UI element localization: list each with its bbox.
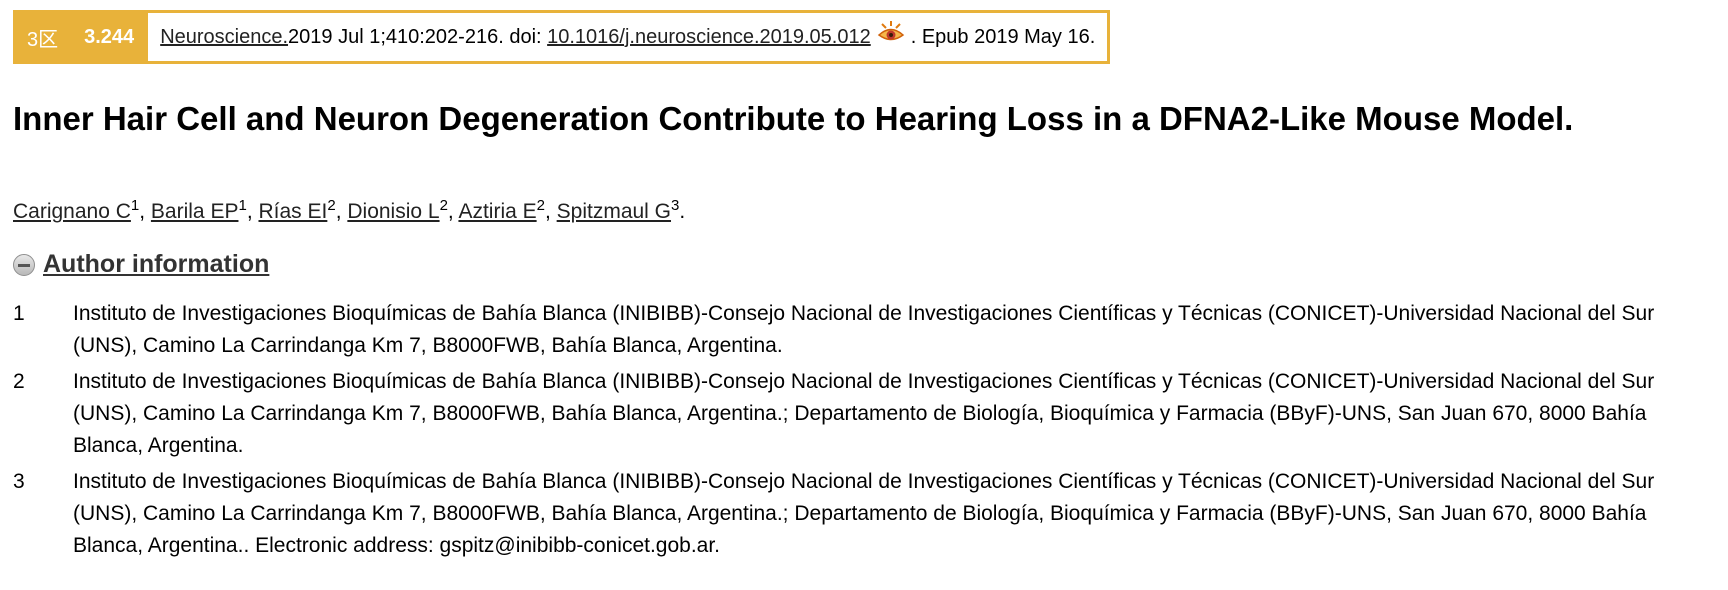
article-title: Inner Hair Cell and Neuron Degeneration … [13,100,1574,137]
affiliation-text: Instituto de Investigaciones Bioquímicas… [73,302,1655,357]
author-affiliation-sup: 2 [536,197,545,214]
author-link[interactable]: Dionisio L [347,200,440,223]
citation-date-volume: 2019 Jul 1;410:202-216. doi: [288,25,548,48]
author-list: Carignano C1, Barila EP1, Rías EI2, Dion… [13,197,686,223]
author-affiliation-sup: 2 [439,197,448,214]
epub-date: . Epub 2019 May 16. [910,25,1096,48]
author-information-label[interactable]: Author information [43,250,270,278]
journal-rank-badge: 3区 3.244 [13,10,149,64]
minus-icon[interactable] [13,253,35,276]
affiliation-number: 1 [13,302,25,325]
author-link[interactable]: Carignano C [13,200,131,223]
affiliation-number: 2 [13,370,25,393]
affiliation-list: 1 Instituto de Investigaciones Bioquímic… [13,298,1713,566]
citation-bar: 3区 3.244 Neuroscience. 2019 Jul 1;410:20… [13,10,1111,64]
eye-icon[interactable] [877,20,905,46]
affiliation-item: 3 Instituto de Investigaciones Bioquímic… [13,466,1713,562]
affiliation-number: 3 [13,470,25,493]
author-affiliation-sup: 1 [238,197,247,214]
author-link[interactable]: Aztiria E [458,200,537,223]
affiliation-text: Instituto de Investigaciones Bioquímicas… [73,370,1655,457]
author-affiliation-sup: 2 [327,197,336,214]
impact-factor: 3.244 [84,25,135,48]
citation-box: Neuroscience. 2019 Jul 1;410:202-216. do… [148,10,1111,64]
affiliation-item: 2 Instituto de Investigaciones Bioquímic… [13,366,1713,462]
author-link[interactable]: Rías EI [258,200,328,223]
affiliation-item: 1 Instituto de Investigaciones Bioquímic… [13,298,1713,362]
author-information-toggle[interactable]: Author information [13,250,269,279]
author-link[interactable]: Barila EP [150,200,239,223]
journal-link[interactable]: Neuroscience. [160,25,289,48]
doi-link[interactable]: 10.1016/j.neuroscience.2019.05.012 [547,25,871,48]
author-link[interactable]: Spitzmaul G [556,200,672,223]
journal-zone: 3区 [27,28,59,51]
author-affiliation-sup: 3 [671,197,680,214]
affiliation-text: Instituto de Investigaciones Bioquímicas… [73,470,1655,557]
author-affiliation-sup: 1 [130,197,140,214]
